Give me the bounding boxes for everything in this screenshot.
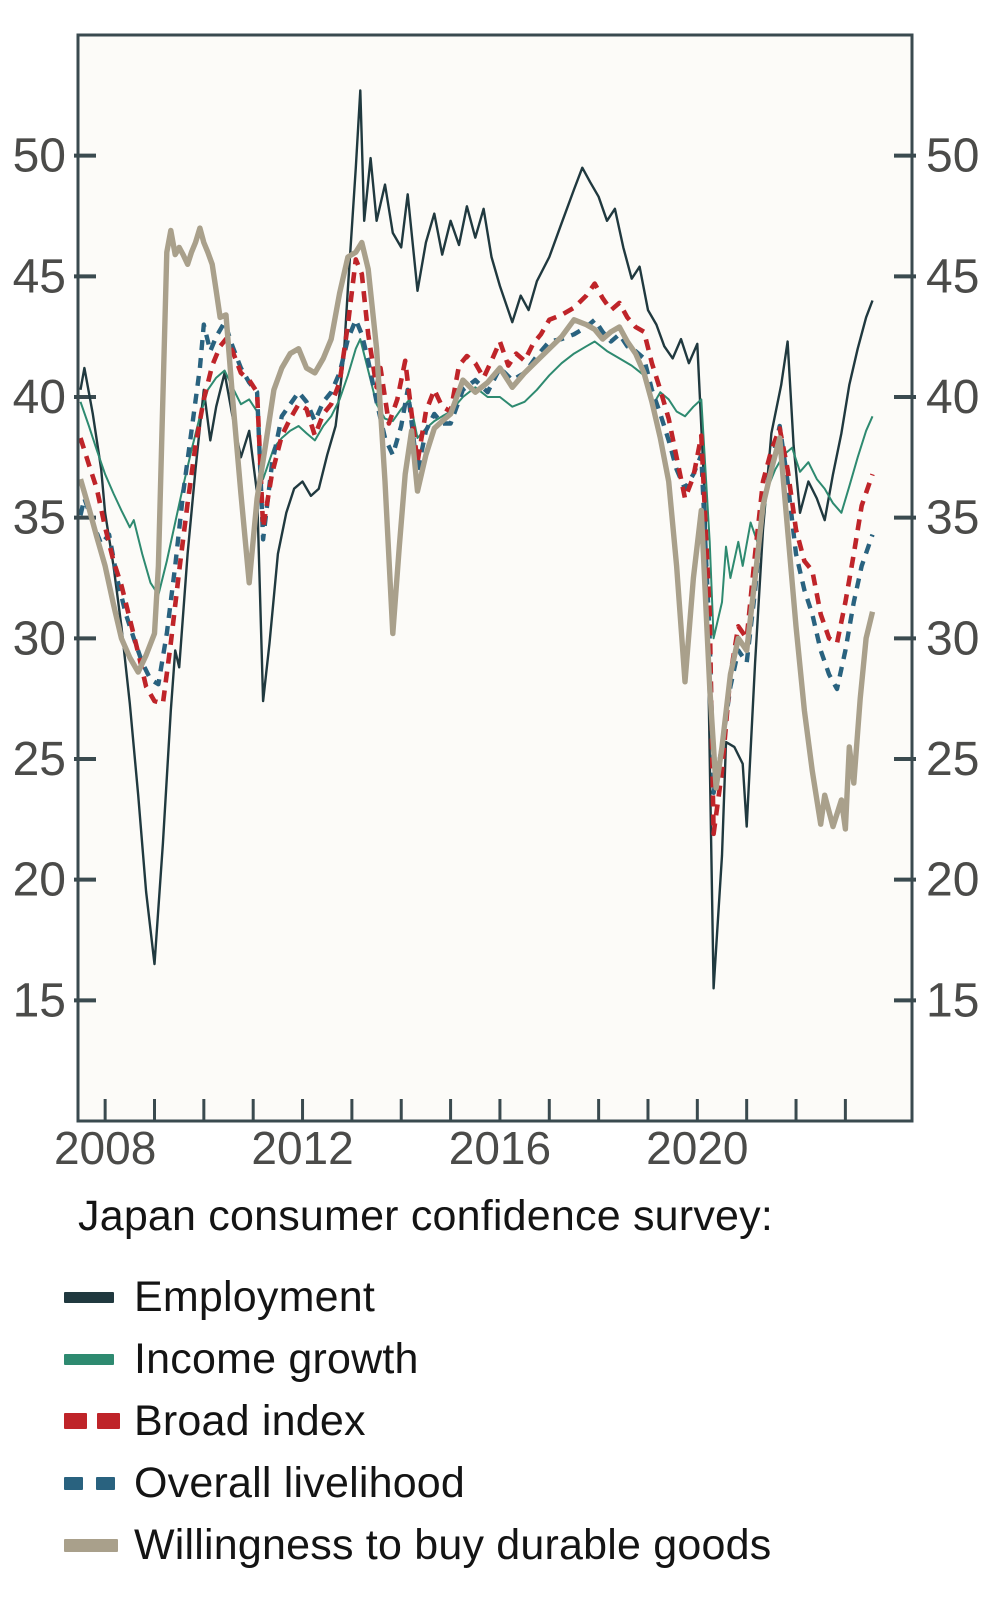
y-axis-label-right-40: 40 (926, 371, 979, 424)
x-axis-label-2012: 2012 (251, 1122, 353, 1174)
employment-line-swatch (64, 1291, 126, 1303)
swatch-bar (64, 1353, 114, 1365)
swatch-bar (64, 1413, 87, 1429)
y-axis-label-left-35: 35 (13, 492, 66, 545)
y-axis-label-left-45: 45 (13, 250, 66, 303)
series-line-broad-index (78, 257, 875, 837)
legend-title: Japan consumer confidence survey: (78, 1192, 773, 1240)
series-line-employment (79, 89, 874, 990)
legend-item-employment: Employment (64, 1266, 999, 1328)
swatch-bar (97, 1413, 120, 1429)
x-axis-label-2016: 2016 (449, 1122, 551, 1174)
y-axis-label-left-30: 30 (13, 612, 66, 665)
y-axis-label-right-30: 30 (926, 612, 979, 665)
legend-item-willingness-durable-goods: Willingness to buy durable goods (64, 1514, 999, 1576)
legend-item-income-growth: Income growth (64, 1328, 999, 1390)
y-axis-label-right-45: 45 (926, 250, 979, 303)
y-axis-label-left-20: 20 (13, 854, 66, 907)
legend-label-willingness-durable-goods: Willingness to buy durable goods (134, 1520, 772, 1569)
y-axis-label-left-50: 50 (13, 130, 66, 183)
plot-border (76, 33, 914, 1123)
swatch-bar (64, 1291, 114, 1303)
overall-livelihood-dashed-swatch (64, 1476, 126, 1490)
plot-background (78, 35, 912, 1121)
legend-label-broad-index: Broad index (134, 1396, 366, 1445)
swatch-bar (96, 1476, 115, 1490)
willingness-durable-goods-line-swatch (64, 1538, 126, 1552)
swatch-bar (64, 1538, 118, 1552)
y-axis-label-left-40: 40 (13, 371, 66, 424)
y-axis-label-right-20: 20 (926, 854, 979, 907)
y-axis-label-right-50: 50 (926, 130, 979, 183)
y-axis-label-right-35: 35 (926, 492, 979, 545)
swatch-bar (64, 1476, 83, 1490)
y-axis-label-left-25: 25 (13, 733, 66, 786)
x-axis-label-2020: 2020 (646, 1122, 748, 1174)
legend-label-employment: Employment (134, 1272, 375, 1321)
y-axis-label-right-25: 25 (926, 733, 979, 786)
series-line-willingness-to-buy-durable-goods (77, 225, 876, 832)
legend: Japan consumer confidence survey: Employ… (64, 1190, 999, 1576)
confidence-line-chart: 15 15 20 20 25 25 30 30 35 35 40 40 45 45 50 50 2008 2012… (13, 33, 979, 1174)
broad-index-dashed-swatch (64, 1413, 126, 1429)
income-growth-line-swatch (64, 1353, 126, 1365)
legend-label-income-growth: Income growth (134, 1334, 419, 1383)
series-line-overall-livelihood (78, 317, 875, 795)
legend-label-overall-livelihood: Overall livelihood (134, 1458, 466, 1507)
x-axis-label-2008: 2008 (54, 1122, 156, 1174)
y-axis-label-right-15: 15 (926, 974, 979, 1027)
legend-item-overall-livelihood: Overall livelihood (64, 1452, 999, 1514)
legend-item-broad-index: Broad index (64, 1390, 999, 1452)
y-axis-label-left-15: 15 (13, 974, 66, 1027)
